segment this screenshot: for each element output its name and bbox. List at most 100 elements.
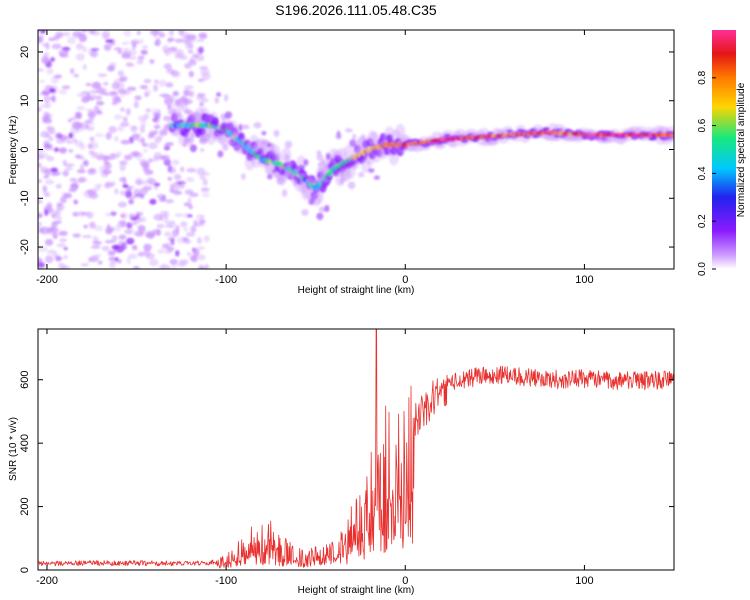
spectrogram-cell: [137, 158, 147, 162]
spectrogram-cell: [188, 204, 194, 210]
spectrogram-cell: [129, 48, 137, 56]
spectrogram-cell: [74, 154, 82, 158]
spectrogram-cell: [113, 78, 124, 84]
spectrogram-cell: [79, 164, 84, 171]
spectrogram-cell: [103, 183, 111, 190]
spectrogram-cell: [324, 204, 330, 213]
spectrogram-cell: [98, 87, 107, 92]
spectrogram-cell: [303, 159, 309, 166]
spectrogram-cell: [159, 129, 168, 136]
spectrogram-cell: [133, 100, 139, 109]
spectrogram-cell: [170, 238, 175, 246]
spectrogram-cell: [183, 34, 190, 42]
spectrogram-cell: [360, 134, 366, 142]
spectrogram-cell: [104, 161, 112, 170]
spectrogram-cell: [156, 193, 167, 199]
spectrogram-cell: [43, 175, 50, 179]
spectrogram-cell: [77, 177, 85, 183]
spectrogram-cell: [211, 120, 219, 127]
colorbar-tick-label: 0.6: [697, 118, 708, 132]
spectrogram-cell: [111, 101, 118, 106]
spectrogram-cell: [347, 181, 356, 190]
spectrogram-cell: [101, 32, 110, 41]
spectrogram-cell: [46, 67, 54, 75]
spectrogram-cell: [38, 199, 43, 204]
spectrogram-cell: [50, 57, 56, 62]
spectrogram-cell: [301, 209, 309, 216]
spectrogram-cell: [51, 213, 61, 220]
spectrogram-cell: [113, 114, 123, 120]
spectrogram-cell: [128, 198, 134, 205]
spectrogram-cell: [196, 246, 205, 250]
spectrogram-cell: [90, 48, 100, 52]
spectrogram-cell: [187, 252, 192, 256]
spectrogram-cell: [122, 47, 131, 51]
x-tick-label: -200: [36, 274, 58, 286]
spectrogram-cell: [87, 111, 97, 118]
snr-y-axis-label: SNR (10 * v/v): [8, 417, 19, 481]
spectrogram-cell: [198, 266, 206, 269]
spectrogram-cell: [186, 167, 197, 173]
spectrogram-cell: [154, 136, 162, 144]
spectrogram-cell: [175, 250, 180, 257]
spectrogram-cell: [163, 125, 169, 131]
spectrogram-cell: [253, 122, 262, 129]
spectrogram-cell: [72, 138, 78, 143]
spectrogram-cell: [116, 258, 122, 264]
spectrogram-cell: [44, 147, 54, 151]
spectrogram-cell: [114, 135, 119, 142]
spectrogram-cell: [241, 124, 250, 130]
spectrogram-cell: [82, 45, 87, 53]
spectrogram-cell: [142, 164, 149, 173]
spectrogram-cell: [127, 56, 137, 60]
spectrogram-cell: [72, 211, 79, 217]
spectrogram-cell: [272, 169, 277, 174]
spectrogram-cell: [74, 111, 82, 120]
spectrogram-cell: [349, 139, 357, 148]
spectrogram-cell: [165, 249, 173, 254]
spectrogram-cell: [163, 63, 172, 70]
spectrogram-cell: [59, 53, 69, 58]
spectrogram-cell: [156, 228, 161, 237]
spectrogram-cell: [165, 199, 174, 204]
spectrogram-cell: [38, 246, 48, 253]
spectrogram-cell: [131, 244, 138, 250]
spectrogram-cell: [38, 68, 45, 72]
spectrogram-cell: [45, 62, 53, 68]
spectrogram-cell: [352, 133, 357, 141]
spectrogram-cell: [241, 173, 246, 181]
spectrogram-cell: [125, 108, 131, 116]
spectrogram-cell: [169, 259, 178, 265]
spectrogram-cell: [137, 226, 146, 234]
spectrogram-cell: [185, 232, 196, 237]
spectrogram-cell: [140, 119, 147, 128]
spectrogram-cell: [88, 168, 96, 173]
spectrogram-cell: [83, 224, 89, 229]
colorbar-gradient: [712, 30, 736, 269]
spectrogram-cell: [139, 125, 145, 133]
spectrogram-cell: [131, 136, 140, 141]
spectrogram-cell: [134, 179, 140, 185]
spectrogram-cell: [91, 94, 97, 99]
spectrogram-cell: [345, 128, 353, 133]
spectrogram-cell: [94, 133, 105, 138]
spectrogram-cell: [75, 211, 86, 216]
spectrogram-cell: [55, 208, 61, 216]
spectrogram-cell: [41, 56, 49, 64]
spectrogram-cell: [70, 68, 75, 74]
spectrogram-cell: [284, 140, 293, 149]
spectrogram-cell: [50, 167, 58, 173]
spectrogram-cell: [171, 229, 180, 237]
spectrogram-cell: [85, 83, 92, 86]
colorbar-ticks: 0.0 0.2 0.4 0.6 0.8: [697, 70, 716, 276]
spectrogram-cell: [200, 187, 210, 192]
spectrogram-cell: [52, 252, 59, 259]
spectrogram-cell: [122, 116, 128, 123]
spectrogram-cell: [129, 195, 137, 200]
spectrogram-cell: [156, 223, 165, 229]
spectrogram-cell: [184, 85, 194, 90]
spectrogram-cell: [187, 196, 192, 205]
spectrogram-cell: [86, 108, 96, 113]
y-tick-label: 20: [19, 46, 31, 58]
spectrogram-cell: [368, 168, 375, 173]
